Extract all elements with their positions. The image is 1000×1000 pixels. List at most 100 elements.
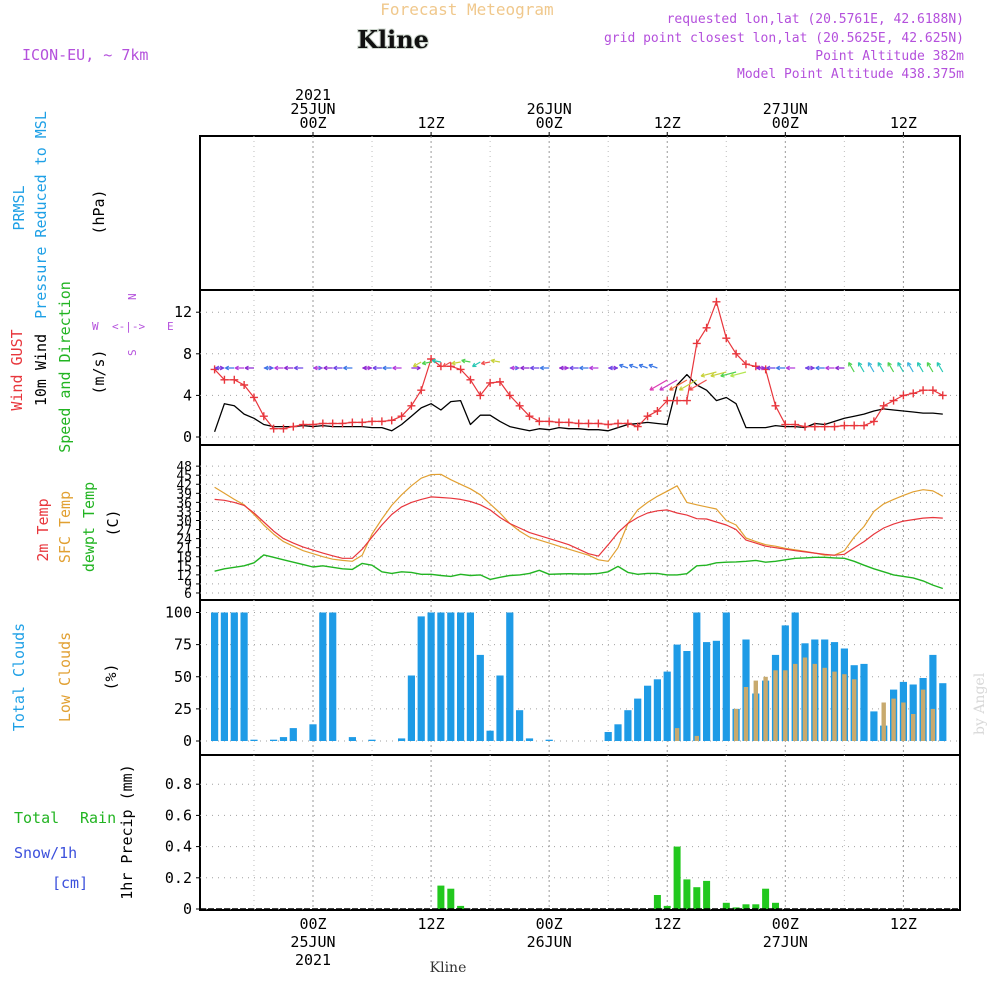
panel-pressure (199, 135, 961, 291)
gust-marker (643, 412, 652, 421)
rain-bar (653, 895, 661, 909)
wind-direction-arrow (520, 365, 530, 371)
wind-speed-line (213, 373, 943, 433)
wind-direction-arrow (857, 361, 865, 373)
gust-marker (928, 386, 937, 395)
total-cloud-bar (466, 612, 474, 741)
total-cloud-bar (496, 675, 504, 741)
total-cloud-bar (653, 679, 661, 741)
low-cloud-bar (930, 708, 936, 741)
y-tick-label: 30 (176, 515, 192, 530)
y-tick-label: 12 (174, 303, 192, 321)
total-cloud-bar (939, 683, 947, 741)
wind-direction-arrow (618, 363, 629, 369)
total-cloud-bar (348, 737, 356, 741)
total-cloud-bar (683, 651, 691, 741)
wind-direction-arrow (688, 379, 707, 391)
clouds-label: Total Clouds (10, 623, 28, 731)
gust-marker (456, 365, 465, 374)
model-altitude: Model Point Altitude 438.375m (737, 67, 964, 82)
gust-marker (348, 418, 357, 427)
panel-frame (199, 754, 961, 911)
compass-n: N (126, 293, 139, 300)
gust-marker (594, 419, 603, 428)
wind-direction-arrow (313, 365, 323, 371)
y-tick-label: 27 (176, 524, 192, 539)
gust-marker (309, 420, 317, 429)
t2m-line (214, 496, 943, 559)
wind-direction-arrow (569, 365, 579, 371)
rain-bar (683, 879, 691, 909)
low-cloud-bar (753, 680, 758, 741)
gust-marker (604, 420, 613, 429)
total-cloud-bar (220, 612, 228, 741)
snow-unit: [cm] (52, 874, 88, 892)
gust-marker (220, 375, 229, 384)
low-cloud-bar (783, 670, 788, 741)
gust-marker (673, 396, 682, 405)
gust-marker (397, 412, 406, 421)
top-time-label: 27JUN (763, 100, 808, 118)
low-cloud-bar (901, 702, 906, 741)
wind-direction-arrow (815, 365, 825, 371)
wind-direction-arrow (678, 379, 698, 391)
gust-marker (879, 401, 888, 410)
panel-frame (199, 444, 961, 601)
wind-direction-arrow (480, 360, 491, 366)
wind-direction-arrow (451, 360, 461, 366)
total-cloud-bar (476, 654, 484, 741)
watermark: by Angel (972, 672, 988, 735)
y-tick-label: 21 (176, 542, 192, 557)
y-tick-label: 25 (174, 700, 192, 718)
bottom-time-label: 00Z (299, 915, 326, 933)
low-cloud-bar (733, 708, 739, 741)
top-time-label: 12Z (654, 114, 681, 132)
wind-direction-arrow (648, 363, 658, 369)
total-cloud-bar (860, 663, 868, 741)
low-cloud-bar (891, 698, 896, 741)
wind-direction-arrow (579, 365, 589, 371)
y-tick-label: 50 (174, 668, 192, 686)
wind-direction-arrow (700, 371, 717, 378)
pressure-unit: (hPa) (90, 189, 108, 234)
wind-direction-arrow (215, 365, 225, 371)
compass-rose: N S W E <-|-> (92, 293, 174, 356)
precip-label: Rain (80, 809, 116, 827)
low-cloud-bar (832, 671, 837, 741)
rain-bar (752, 904, 760, 909)
y-tick-label: 12 (176, 569, 192, 584)
clouds-unit: (%) (102, 663, 120, 690)
wind-direction-arrow (293, 365, 304, 371)
rain-bar (663, 905, 671, 909)
low-cloud-bar (881, 702, 886, 741)
gust-marker (279, 424, 288, 433)
y-tick-label: 8 (183, 345, 192, 363)
gust-marker (732, 349, 741, 358)
compass-e: E (167, 320, 174, 333)
wind-direction-arrow (362, 365, 372, 371)
wind-direction-arrow (284, 365, 294, 371)
gust-marker (584, 419, 593, 428)
wind-direction-arrow (421, 360, 432, 366)
total-cloud-bar (230, 612, 238, 741)
gust-marker (919, 386, 928, 395)
gust-marker (299, 420, 308, 429)
total-cloud-bar (624, 710, 632, 741)
gust-marker (338, 419, 347, 428)
gust-marker (840, 421, 849, 430)
gust-marker (692, 339, 701, 348)
total-cloud-bar (486, 730, 494, 741)
y-tick-label: 0 (183, 428, 192, 446)
total-cloud-bar (644, 685, 652, 741)
top-time-label: 00Z (536, 114, 563, 132)
gust-marker (781, 420, 790, 429)
total-cloud-bar (870, 711, 878, 741)
total-cloud-bar (270, 739, 278, 741)
low-cloud-bar (694, 735, 699, 741)
rain-bar (722, 902, 730, 909)
bottom-time-label: 26JUN (527, 933, 572, 951)
top-time-label: 26JUN (527, 100, 572, 118)
wind-direction-arrow (720, 371, 737, 378)
total-cloud-bar (525, 738, 534, 741)
low-cloud-bar (802, 657, 808, 741)
